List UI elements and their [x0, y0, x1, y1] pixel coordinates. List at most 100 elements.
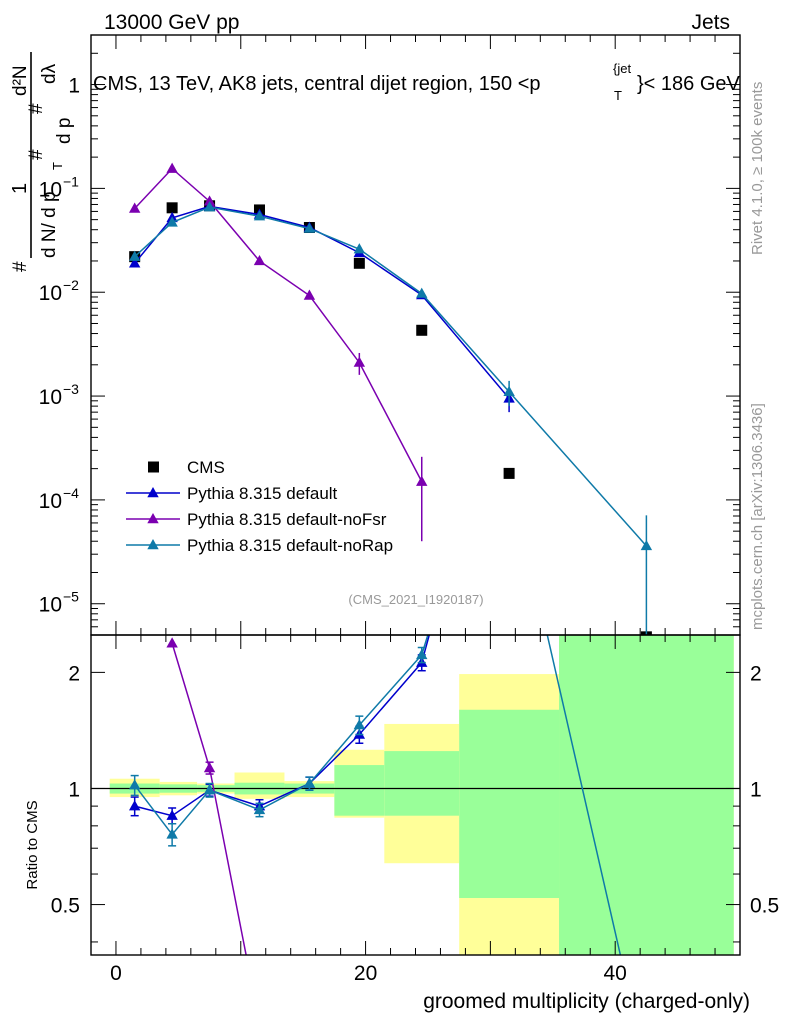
default-ratio-point	[166, 809, 178, 820]
legend-item-default: Pythia 8.315 default	[126, 484, 338, 503]
ratio-x-tick-label: 20	[354, 962, 377, 985]
default-ratio-line	[134, 635, 431, 817]
main-y-tick-base: 10	[39, 386, 62, 409]
main-y-tick-exp: −5	[63, 589, 79, 605]
nofsr-point	[203, 195, 216, 206]
legend: CMS Pythia 8.315 default Pythia 8.315 defa…	[126, 458, 393, 555]
norap-ratio-point	[128, 779, 141, 790]
title-tail: }< 186 GeV	[637, 73, 741, 95]
norap-ratio-point	[353, 719, 366, 730]
legend-label-default: Pythia 8.315 default	[187, 484, 338, 503]
legend-item-cms: CMS	[148, 458, 225, 477]
default-series-line	[134, 205, 510, 399]
default-point	[128, 257, 141, 268]
ratio-clipped-group	[128, 635, 622, 955]
main-y-tick-label: 10 −1	[39, 173, 80, 201]
ratio-x-tick-label: 40	[604, 962, 627, 985]
ratio-y-tick-label-right: 1	[750, 778, 762, 801]
main-y-tick-exp: −2	[63, 277, 79, 293]
legend-marker-nofsr	[147, 513, 159, 524]
title-sub: T	[614, 88, 622, 103]
main-y-tick-label: 10 −5	[39, 589, 80, 617]
main-y-tick-exp: −3	[63, 381, 79, 397]
norap-ratio-point	[203, 784, 216, 795]
nofsr-point	[253, 254, 266, 266]
ylabel-dn-dpt: d N/ d p	[39, 191, 60, 258]
plot-title: CMS, 13 TeV, AK8 jets, central dijet reg…	[93, 61, 741, 103]
cms-data-point	[166, 202, 178, 214]
main-data-marks	[128, 162, 653, 643]
ratio-x-tick-label: 0	[110, 962, 122, 985]
nofsr-point	[303, 289, 316, 300]
main-y-tick-exp: −4	[63, 485, 79, 501]
main-y-tick-base: 10	[39, 178, 62, 201]
legend-marker-norap	[147, 539, 159, 550]
default-ratio-point	[128, 800, 141, 811]
cms-data-point	[503, 467, 515, 479]
main-y-tick-exp: −1	[63, 173, 79, 189]
main-y-tick-base: 10	[39, 594, 62, 617]
ratio-y-tick-label: 1	[68, 778, 80, 801]
cms-data-point	[416, 324, 428, 336]
ylabel-dlambda: dλ	[39, 63, 60, 84]
legend-marker-default	[147, 487, 159, 498]
main-y-tick-label: 10 −3	[39, 381, 80, 409]
norap-point	[253, 210, 266, 221]
ylabel-hash-3: #	[26, 103, 47, 114]
ylabel-hash-2: #	[26, 149, 47, 160]
nofsr-ratio-line	[171, 643, 247, 955]
main-y-tick-base: 10	[39, 282, 62, 305]
main-y-tick-label: 10 −4	[39, 485, 80, 513]
norap-point	[128, 250, 141, 261]
main-y-tick-label: 10 −2	[39, 277, 80, 305]
norap-point	[203, 201, 216, 212]
norap-point	[303, 222, 316, 233]
norap-point	[640, 539, 653, 551]
ratio-y-tick-label-right: 2	[750, 662, 762, 685]
ratio-y-tick-label-right: 0.5	[750, 895, 779, 918]
inner-band-bin	[559, 635, 734, 955]
y-axis-label-main: # 1 d N/ d p T # d p # d²N dλ	[9, 52, 75, 272]
nofsr-point	[353, 356, 366, 367]
legend-label-norap: Pythia 8.315 default-noRap	[187, 536, 393, 555]
analysis-id: (CMS_2021_I1920187)	[348, 592, 483, 607]
side-label-mcplots: mcplots.cern.ch [arXiv:1306.3436]	[749, 403, 766, 630]
main-y-tick-label: 1	[68, 75, 80, 98]
title-sup: {jet	[613, 61, 631, 76]
norap-ratio-point	[253, 803, 266, 815]
ylabel-d2n: d²N	[10, 65, 31, 96]
ratio-band-area	[91, 635, 740, 955]
norap-point	[166, 216, 178, 227]
title-text: CMS, 13 TeV, AK8 jets, central dijet reg…	[93, 73, 541, 95]
cms-data-point	[353, 257, 365, 269]
legend-label-nofsr: Pythia 8.315 default-noFsr	[187, 510, 387, 529]
norap-ratio-point	[303, 777, 316, 788]
inner-band-bin	[459, 709, 560, 898]
norap-point	[353, 243, 366, 254]
ratio-y-tick-label: 0.5	[51, 895, 80, 918]
legend-item-nofsr: Pythia 8.315 default-noFsr	[126, 510, 387, 529]
main-y-tick-base: 10	[39, 490, 62, 513]
nofsr-point	[416, 475, 428, 486]
axes-frames: 10 −510 −410 −310 −210 −110 20 400.5 0.51 12 2	[39, 34, 779, 985]
norap-ratio-point	[416, 648, 428, 660]
ylabel-dp: d p	[54, 118, 75, 144]
inner-band-bin	[384, 751, 460, 816]
y-axis-label-ratio: Ratio to CMS	[24, 800, 41, 889]
side-label-rivet: Rivet 4.1.0, ≥ 100k events	[749, 82, 766, 255]
legend-item-norap: Pythia 8.315 default-noRap	[126, 536, 393, 555]
norap-ratio-point	[166, 828, 178, 839]
ratio-y-tick-label: 2	[68, 662, 80, 685]
x-axis-label: groomed multiplicity (charged-only)	[423, 990, 750, 1013]
nofsr-point	[128, 202, 141, 213]
ratio-data-marks	[128, 635, 622, 955]
nofsr-ratio-point	[166, 637, 178, 648]
norap-point	[416, 287, 428, 298]
ylabel-one: 1	[9, 183, 31, 194]
nofsr-point	[166, 162, 178, 173]
legend-label-cms: CMS	[187, 458, 225, 477]
ylabel-sub-t: T	[50, 162, 65, 170]
norap-point	[503, 385, 515, 396]
legend-cms-marker	[148, 461, 159, 473]
